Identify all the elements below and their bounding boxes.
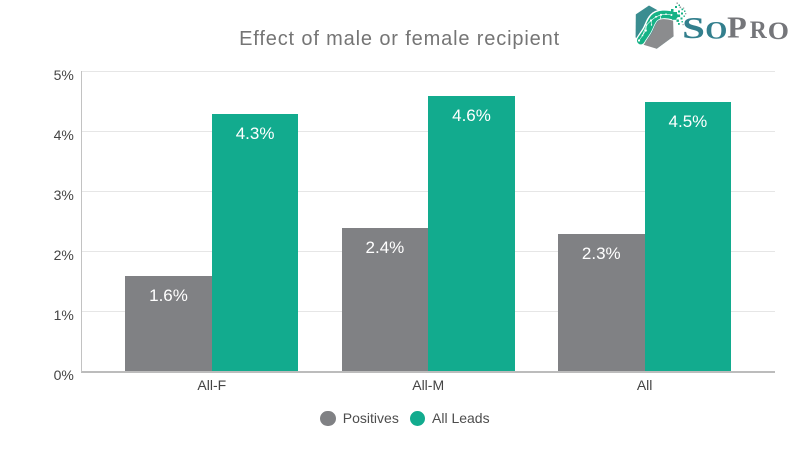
- svg-text:SO: SO: [682, 11, 727, 45]
- svg-text:PRO: P RO: [727, 11, 789, 45]
